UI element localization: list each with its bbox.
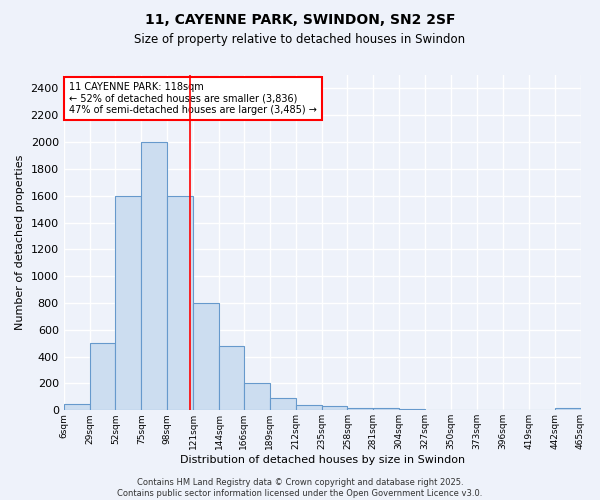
Bar: [322, 406, 347, 410]
Text: 11, CAYENNE PARK, SWINDON, SN2 2SF: 11, CAYENNE PARK, SWINDON, SN2 2SF: [145, 12, 455, 26]
X-axis label: Distribution of detached houses by size in Swindon: Distribution of detached houses by size …: [179, 455, 464, 465]
Bar: [347, 408, 373, 410]
Bar: [219, 346, 244, 410]
Bar: [244, 384, 270, 410]
Bar: [296, 405, 322, 410]
Bar: [373, 408, 399, 410]
Bar: [554, 408, 581, 410]
Bar: [167, 196, 193, 410]
Text: Contains HM Land Registry data © Crown copyright and database right 2025.
Contai: Contains HM Land Registry data © Crown c…: [118, 478, 482, 498]
Bar: [115, 196, 142, 410]
Bar: [399, 409, 425, 410]
Bar: [270, 398, 296, 410]
Y-axis label: Number of detached properties: Number of detached properties: [15, 155, 25, 330]
Bar: [142, 142, 167, 410]
Text: 11 CAYENNE PARK: 118sqm
← 52% of detached houses are smaller (3,836)
47% of semi: 11 CAYENNE PARK: 118sqm ← 52% of detache…: [69, 82, 317, 115]
Bar: [64, 404, 89, 410]
Text: Size of property relative to detached houses in Swindon: Size of property relative to detached ho…: [134, 32, 466, 46]
Bar: [89, 343, 115, 410]
Bar: [193, 303, 219, 410]
